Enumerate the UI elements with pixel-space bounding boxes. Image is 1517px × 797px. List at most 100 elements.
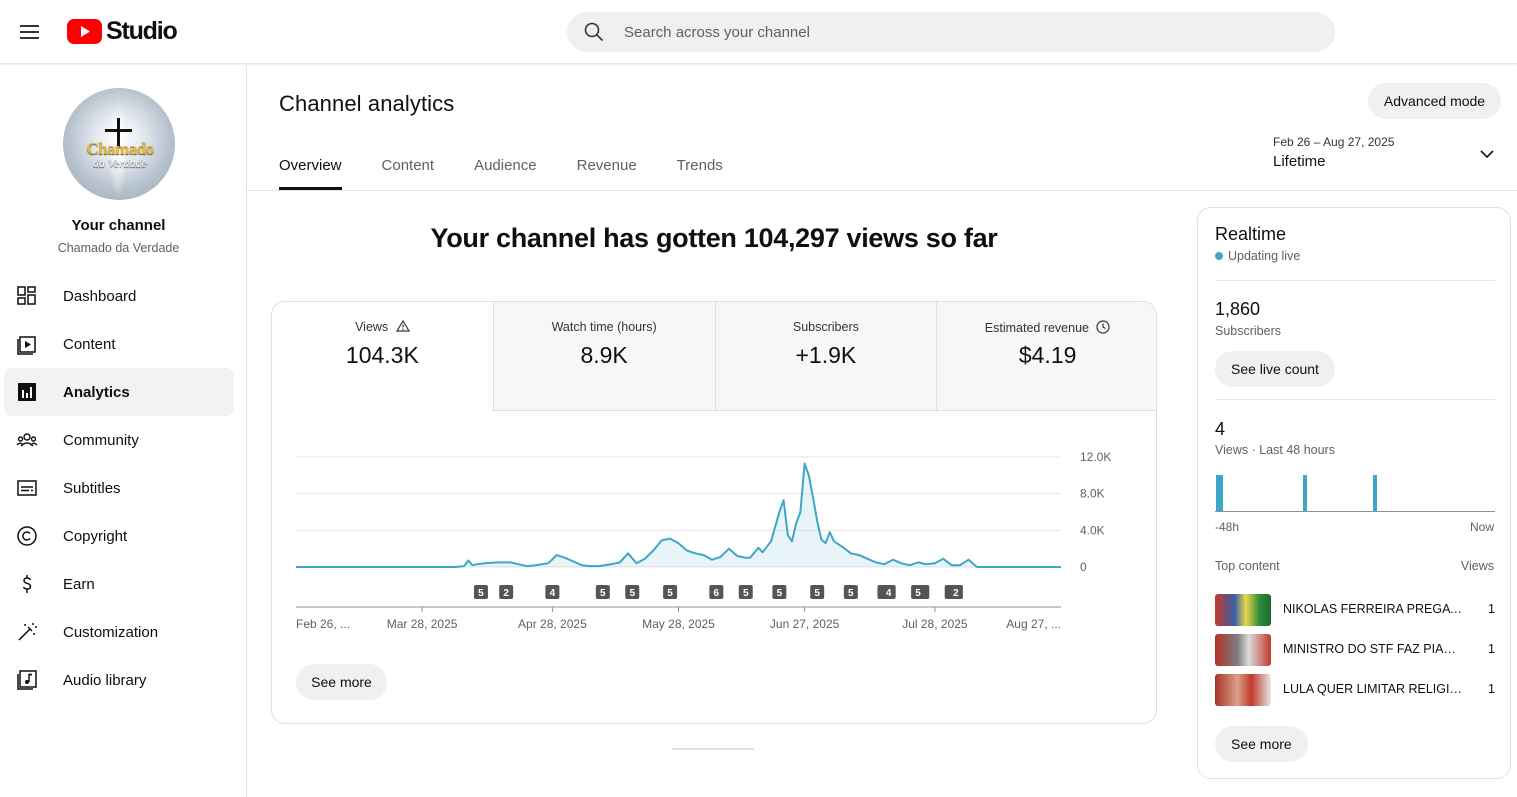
marker-count-label: 4: [886, 588, 892, 599]
y-tick-label: 0: [1080, 560, 1087, 574]
marker-count-label: 2: [953, 588, 959, 599]
video-published-marker: [663, 585, 678, 599]
views-chart: 12.0K8.0K4.0K052455565555453452Feb 26, .…: [296, 450, 1111, 631]
youtube-studio-logo[interactable]: Studio: [67, 17, 178, 46]
sidebar-nav: Dashboard Content Analytics Community Su…: [4, 272, 234, 704]
video-title: MINISTRO DO STF FAZ PIADA...: [1283, 642, 1463, 656]
marker-count-label: 6: [714, 588, 720, 599]
tab-overview[interactable]: Overview: [279, 145, 342, 190]
analytics-icon: [18, 383, 36, 401]
marker-count-label: 5: [600, 588, 606, 599]
marker-count-label: 5: [667, 588, 673, 599]
sidebar-item-analytics[interactable]: Analytics: [4, 368, 234, 416]
x-tick-label: Jun 27, 2025: [770, 617, 840, 631]
x-tick-label: Jul 28, 2025: [902, 617, 968, 631]
sidebar: Chamado da Verdade Your channel Chamado …: [0, 65, 247, 797]
subtitles-icon: [17, 480, 37, 496]
sidebar-item-dashboard[interactable]: Dashboard: [4, 272, 234, 320]
marker-count-label: 5: [915, 588, 921, 599]
see-more-button[interactable]: See more: [296, 664, 387, 700]
logo-text: Studio: [106, 17, 178, 45]
top-content-row[interactable]: NIKOLAS FERREIRA PREGAVA... 1: [1215, 594, 1495, 626]
tab-revenue[interactable]: Revenue: [576, 157, 637, 174]
realtime-bar: [1372, 475, 1377, 511]
sidebar-item-label: Content: [63, 335, 116, 353]
video-thumbnail: [1215, 674, 1271, 706]
video-published-marker: [709, 585, 724, 599]
divider: [1215, 399, 1495, 400]
search-bar[interactable]: [567, 12, 1335, 52]
realtime-views-label: Views · Last 48 hours: [1215, 443, 1335, 457]
metric-views[interactable]: Views 104.3K: [272, 302, 493, 411]
realtime-axis-end: Now: [1469, 520, 1494, 534]
metric-subscribers[interactable]: Subscribers +1.9K: [714, 302, 937, 411]
top-content-row[interactable]: MINISTRO DO STF FAZ PIADA... 1: [1215, 634, 1495, 666]
tab-content[interactable]: Content: [381, 157, 435, 174]
marker-count-label: 5: [629, 588, 635, 599]
community-icon: [16, 433, 38, 447]
metric-value: +1.9K: [795, 342, 857, 368]
sidebar-item-label: Copyright: [63, 527, 128, 545]
metric-label: Watch time (hours): [551, 320, 657, 334]
realtime-bar: [1216, 475, 1221, 511]
realtime-views-value: 4: [1215, 419, 1226, 439]
dashboard-icon: [17, 286, 36, 305]
see-live-count-button[interactable]: See live count: [1215, 351, 1335, 387]
x-tick-label: Mar 28, 2025: [387, 617, 458, 631]
video-published-marker: [499, 585, 514, 599]
main-content: Channel analytics Advanced mode Overview…: [247, 65, 1517, 797]
metric-estimated-revenue[interactable]: Estimated revenue $4.19: [936, 302, 1156, 411]
customization-icon: [18, 623, 37, 641]
sidebar-item-audio-library[interactable]: Audio library: [4, 656, 234, 704]
metric-value: 8.9K: [580, 342, 628, 368]
sidebar-item-label: Earn: [63, 575, 95, 593]
realtime-see-more-button[interactable]: See more: [1215, 726, 1308, 762]
sidebar-item-content[interactable]: Content: [4, 320, 234, 368]
metric-value: $4.19: [1018, 342, 1077, 368]
avatar-logo-subtext: da Verdade: [93, 156, 147, 170]
search-icon: [584, 22, 604, 42]
sidebar-item-subtitles[interactable]: Subtitles: [4, 464, 234, 512]
video-published-marker: [810, 585, 825, 599]
sidebar-item-community[interactable]: Community: [4, 416, 234, 464]
marker-count-label: 5: [478, 588, 484, 599]
audio-library-icon: [17, 670, 37, 690]
realtime-subscribers-label: Subscribers: [1215, 324, 1281, 338]
page-title: Channel analytics: [279, 91, 455, 116]
sidebar-item-earn[interactable]: Earn: [4, 560, 234, 608]
metric-label: Estimated revenue: [984, 321, 1089, 335]
channel-avatar[interactable]: Chamado da Verdade: [63, 88, 175, 200]
sidebar-item-label: Customization: [63, 623, 159, 641]
sidebar-item-label: Dashboard: [63, 287, 137, 305]
hamburger-menu-icon[interactable]: [14, 17, 44, 47]
live-label: Updating live: [1228, 249, 1301, 263]
top-content-row[interactable]: LULA QUER LIMITAR RELIGIÃ... 1: [1215, 674, 1495, 706]
top-header: Studio: [0, 0, 1517, 64]
views-headline: Your channel has gotten 104,297 views so…: [430, 223, 998, 253]
tab-audience[interactable]: Audience: [474, 157, 537, 174]
analytics-tabs: Overview Content Audience Revenue Trends: [279, 145, 763, 190]
video-published-marker: [595, 585, 610, 599]
advanced-mode-button[interactable]: Advanced mode: [1368, 83, 1501, 119]
realtime-card: Realtime Updating live 1,860 Subscribers…: [1197, 207, 1511, 779]
date-range-selector[interactable]: Feb 26 – Aug 27, 2025 Lifetime: [1273, 135, 1503, 179]
sidebar-item-customization[interactable]: Customization: [4, 608, 234, 656]
video-views: 1: [1488, 642, 1495, 656]
tab-trends[interactable]: Trends: [676, 157, 723, 174]
date-range-label: Lifetime: [1273, 153, 1326, 170]
marker-count-label: 5: [743, 588, 749, 599]
overview-card: Views 104.3K Watch time (hours) 8.9K Sub…: [271, 301, 1157, 724]
sidebar-item-label: Subtitles: [63, 479, 121, 497]
y-tick-label: 4.0K: [1080, 523, 1105, 537]
sidebar-item-copyright[interactable]: Copyright: [4, 512, 234, 560]
video-published-marker: [625, 585, 640, 599]
metric-watch-time[interactable]: Watch time (hours) 8.9K: [492, 302, 715, 411]
views-series-line: [296, 462, 1061, 568]
realtime-bar-chart: [1215, 473, 1495, 512]
date-range-dates: Feb 26 – Aug 27, 2025: [1273, 135, 1395, 149]
tabs-divider: [247, 190, 1517, 191]
video-title: NIKOLAS FERREIRA PREGAVA...: [1283, 602, 1463, 616]
search-input[interactable]: [624, 12, 1304, 52]
metric-value: 104.3K: [345, 342, 419, 368]
earn-icon: [22, 575, 32, 593]
